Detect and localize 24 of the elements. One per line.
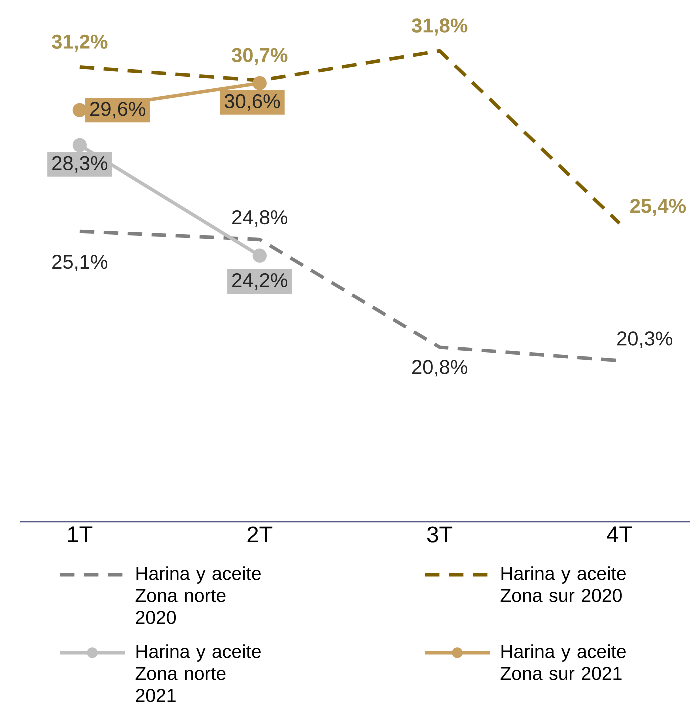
- data-label: 29,6%: [90, 102, 146, 119]
- data-label: 24,8%: [232, 210, 288, 227]
- x-tick-label: 1T: [68, 526, 93, 542]
- data-label: 20,3%: [618, 332, 673, 348]
- x-tick-label: 2T: [248, 526, 273, 543]
- legend-label: Harina y aceite Zona norte 2020: [136, 566, 261, 624]
- data-label: 25,1%: [52, 254, 108, 272]
- data-label: 24,2%: [232, 273, 288, 290]
- point: [252, 248, 267, 263]
- legend-label: Harina y aceite Zona norte 2021: [136, 644, 261, 702]
- data-label: 31,8%: [412, 18, 468, 36]
- x-tick-label: 3T: [427, 526, 453, 543]
- point: [72, 103, 87, 118]
- legend-label: Harina y aceite Zona sur 2020: [500, 566, 626, 602]
- data-label: 30,6%: [224, 94, 280, 111]
- point: [252, 76, 267, 91]
- legend-label: Harina y aceite Zona sur 2021: [500, 644, 626, 680]
- data-label: 30,7%: [232, 48, 288, 66]
- data-label: 31,2%: [52, 34, 108, 52]
- data-label: 28,3%: [52, 156, 108, 173]
- x-tick-label: 4T: [607, 526, 633, 542]
- data-label: 20,8%: [412, 360, 468, 377]
- data-label: 25,4%: [630, 199, 686, 216]
- point: [72, 138, 87, 152]
